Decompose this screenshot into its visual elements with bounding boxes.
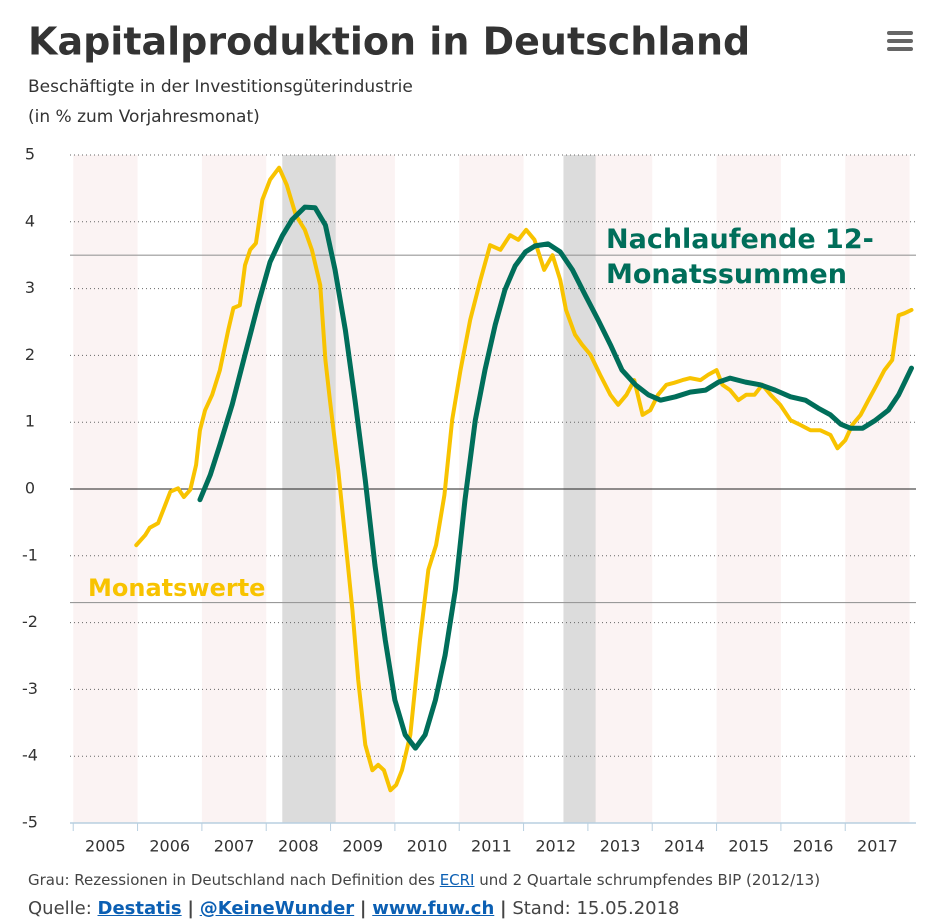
link[interactable]: Destatis [97,898,182,919]
series-label: Monatswerte [88,574,265,602]
x-tick-label: 2016 [793,837,834,856]
x-tick-label: 2017 [857,837,898,856]
series-line [197,204,914,751]
note-text: Grau: Rezessionen in Deutschland nach De… [28,871,435,889]
y-tick-label: -4 [22,746,38,765]
y-tick-label: 4 [25,211,35,230]
menu-button[interactable] [887,31,913,51]
y-tick-label: -2 [22,612,38,631]
subtitle: (in % zum Vorjahresmonat) [28,107,260,127]
x-tick-label: 2011 [471,837,512,856]
source-label: Quelle: [28,898,92,919]
note: Grau: Rezessionen in Deutschland nach De… [28,871,820,889]
source-date: Stand: 15.05.2018 [512,898,680,919]
link[interactable]: www.fuw.ch [372,898,495,919]
y-tick-label: 5 [25,145,35,164]
x-tick-label: 2010 [407,837,448,856]
chart-title: Kapitalproduktion in Deutschland [28,20,750,64]
link[interactable]: @KeineWunder [199,898,355,919]
x-tick-label: 2007 [214,837,255,856]
x-tick-label: 2012 [535,837,576,856]
separator: | [187,898,194,919]
y-tick-label: 1 [25,412,35,431]
x-tick-label: 2015 [728,837,769,856]
subtitle: Beschäftigte in der Investitionsgüterind… [28,77,413,97]
y-tick-label: -3 [22,679,38,698]
x-tick-label: 2006 [149,837,190,856]
series-line [134,165,914,793]
series-label: Nachlaufende 12-Monatssummen [606,224,874,290]
source: Quelle: Destatis | @KeineWunder | www.fu… [28,898,680,919]
separator: | [500,898,507,919]
separator: | [359,898,367,919]
y-tick-label: -1 [22,545,38,564]
y-tick-label: -5 [22,813,38,832]
y-tick-label: 0 [25,479,35,498]
y-tick-label: 3 [25,278,35,297]
x-tick-label: 2014 [664,837,705,856]
x-tick-label: 2008 [278,837,319,856]
note-text: und 2 Quartale schrumpfendes BIP (2012/1… [479,871,821,889]
x-tick-label: 2009 [342,837,383,856]
link[interactable]: ECRI [439,871,475,889]
x-tick-label: 2013 [600,837,641,856]
y-tick-label: 2 [25,345,35,364]
x-tick-label: 2005 [85,837,126,856]
